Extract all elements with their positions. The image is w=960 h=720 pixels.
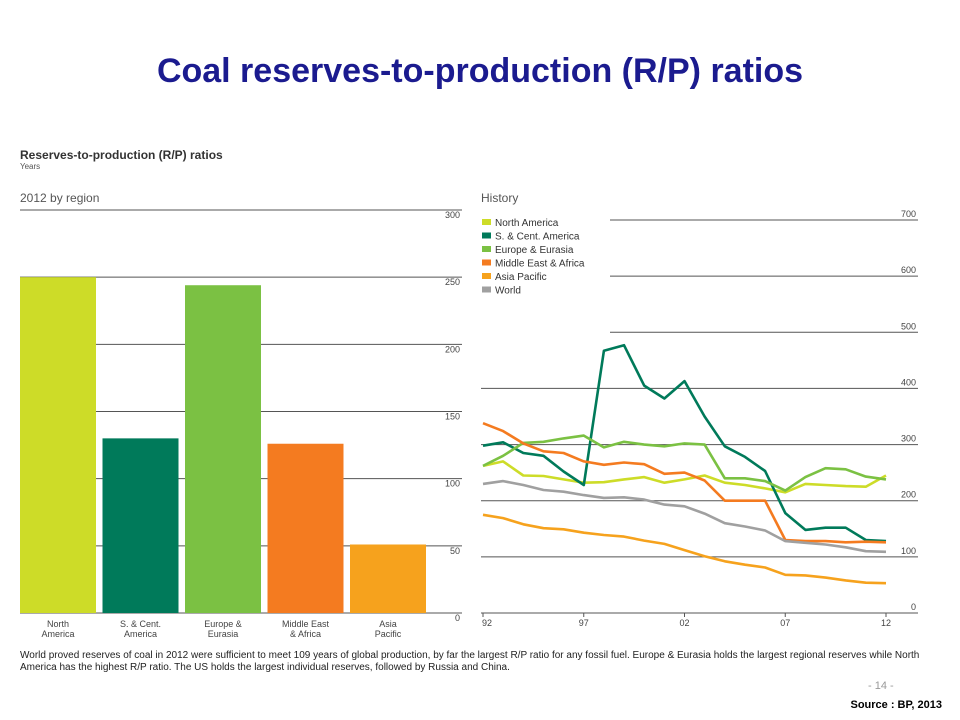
legend-swatch bbox=[482, 273, 491, 279]
legend-label: North America bbox=[495, 218, 559, 229]
legend-label: Europe & Eurasia bbox=[495, 245, 574, 256]
legend-swatch bbox=[482, 259, 491, 266]
bar-y-tick-label: 250 bbox=[445, 277, 460, 287]
bar-category-label: Europe & Eurasia bbox=[204, 619, 242, 639]
line-y-tick-label: 100 bbox=[901, 546, 916, 556]
bar bbox=[185, 285, 261, 613]
bar-y-tick-label: 200 bbox=[445, 344, 460, 354]
legend-swatch bbox=[482, 246, 491, 252]
line-y-tick-label: 400 bbox=[901, 377, 916, 387]
bar-category-label: S. & Cent. America bbox=[120, 619, 161, 639]
line-y-tick-label: 300 bbox=[901, 434, 916, 444]
line-series bbox=[482, 343, 887, 543]
bar-category-label: Middle East & Africa bbox=[282, 619, 330, 639]
legend-swatch bbox=[482, 219, 491, 225]
bar-y-tick-label: 100 bbox=[445, 479, 460, 489]
legend-swatch bbox=[482, 286, 491, 293]
bar-chart-title: 2012 by region bbox=[20, 191, 100, 205]
line-x-tick-label: 92 bbox=[482, 618, 492, 628]
bar-y-tick-label: 0 bbox=[455, 613, 460, 623]
bar-y-tick-label: 50 bbox=[450, 546, 460, 556]
page-number: - 14 - bbox=[868, 680, 894, 692]
legend-label: S. & Cent. America bbox=[495, 232, 580, 243]
bar-category-label: North America bbox=[41, 619, 74, 639]
bar-category-label: Asia Pacific bbox=[375, 619, 402, 639]
line-y-tick-label: 500 bbox=[901, 321, 916, 331]
legend-label: World bbox=[495, 286, 521, 297]
line-chart-title: History bbox=[481, 191, 519, 205]
bar bbox=[267, 443, 344, 613]
bar bbox=[20, 277, 96, 613]
legend-label: Middle East & Africa bbox=[495, 259, 585, 270]
line-series bbox=[482, 460, 887, 494]
line-x-tick-label: 12 bbox=[881, 618, 891, 628]
bar-y-tick-label: 150 bbox=[445, 412, 460, 422]
line-x-tick-label: 97 bbox=[579, 618, 589, 628]
figure-subheading: Years bbox=[20, 162, 41, 171]
bar bbox=[350, 544, 426, 613]
line-series bbox=[482, 421, 887, 544]
line-series bbox=[482, 513, 887, 585]
line-y-tick-label: 200 bbox=[901, 490, 916, 500]
line-x-tick-label: 07 bbox=[780, 618, 790, 628]
bar bbox=[102, 438, 179, 613]
source-note: Source : BP, 2013 bbox=[850, 699, 942, 711]
legend-label: Asia Pacific bbox=[495, 272, 547, 283]
line-y-tick-label: 700 bbox=[901, 209, 916, 219]
line-x-tick-label: 02 bbox=[679, 618, 689, 628]
bar-y-tick-label: 300 bbox=[445, 210, 460, 220]
line-y-tick-label: 600 bbox=[901, 265, 916, 275]
slide-title: Coal reserves-to-production (R/P) ratios bbox=[156, 52, 804, 90]
line-y-tick-label: 0 bbox=[911, 602, 916, 612]
line-series bbox=[482, 434, 887, 492]
legend-swatch bbox=[482, 232, 491, 239]
figure-heading: Reserves-to-production (R/P) ratios bbox=[20, 148, 223, 162]
line-series bbox=[482, 479, 887, 554]
figure-caption: World proved reserves of coal in 2012 we… bbox=[20, 650, 920, 673]
